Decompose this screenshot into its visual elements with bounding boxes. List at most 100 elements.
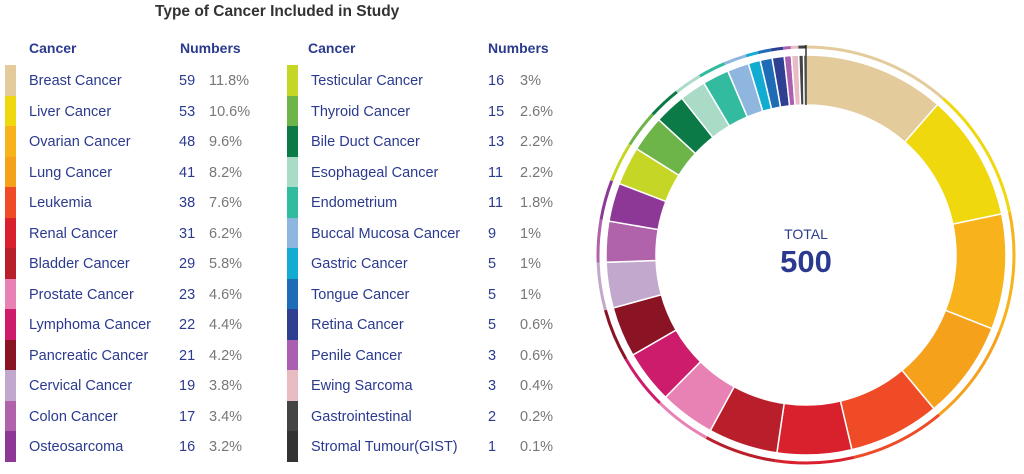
legend-swatch xyxy=(5,156,16,188)
outer-ring-segment xyxy=(757,48,771,55)
legend-percent: 0.6% xyxy=(520,317,554,333)
legend-swatch xyxy=(287,278,298,310)
legend-swatch xyxy=(287,370,298,401)
legend-percent: 3.4% xyxy=(209,408,243,425)
legend-count: 48 xyxy=(179,134,196,150)
outer-ring-segment xyxy=(599,180,614,220)
legend-name: Buccal Mucosa Cancer xyxy=(311,225,461,242)
col-header-cancer-2: Cancer xyxy=(308,40,356,56)
legend-swatch xyxy=(287,339,298,371)
legend-swatch xyxy=(287,431,298,462)
legend-percent: 5.8% xyxy=(209,256,243,272)
legend-name: Gastrointestinal xyxy=(311,408,412,425)
legend-percent: 0.2% xyxy=(520,408,554,425)
legend-swatch xyxy=(5,65,16,96)
legend-swatch xyxy=(5,248,16,279)
outer-ring-segment xyxy=(624,358,661,405)
legend-count: 38 xyxy=(179,195,196,211)
legend-name: Ovarian Cancer xyxy=(29,134,131,150)
legend-count: 16 xyxy=(488,73,505,89)
legend-swatch xyxy=(287,400,298,432)
legend-name: Colon Cancer xyxy=(29,408,118,425)
legend-count: 11 xyxy=(488,164,504,181)
legend-name: Prostate Cancer xyxy=(29,286,134,303)
legend-count: 16 xyxy=(179,439,196,455)
legend-count: 23 xyxy=(179,286,196,303)
legend-percent: 1% xyxy=(520,286,541,303)
legend-swatch xyxy=(5,126,16,157)
donut-slice xyxy=(944,213,1007,330)
legend-percent: 2.2% xyxy=(520,164,554,181)
legend-count: 5 xyxy=(488,256,497,272)
legend-name: Thyroid Cancer xyxy=(311,103,411,120)
legend-swatch xyxy=(5,431,16,462)
legend-percent: 8.2% xyxy=(209,164,243,181)
outer-ring-segment xyxy=(596,262,607,311)
legend-name: Lymphoma Cancer xyxy=(29,317,151,333)
legend-name: Ewing Sarcoma xyxy=(311,378,413,394)
legend-swatch xyxy=(287,309,298,340)
legend-percent: 1.8% xyxy=(520,195,554,211)
outer-ring-segment xyxy=(805,45,944,100)
legend-percent: 4.4% xyxy=(209,317,243,333)
legend-name: Cervical Cancer xyxy=(29,378,133,394)
legend-count: 31 xyxy=(179,225,196,242)
legend-percent: 10.6% xyxy=(209,103,251,120)
chart-title: Type of Cancer Included in Study xyxy=(155,3,400,20)
legend-count: 9 xyxy=(488,225,497,242)
col-header-numbers-1: Numbers xyxy=(180,40,241,56)
outer-ring-segment xyxy=(596,219,603,263)
outer-ring-segment xyxy=(783,46,791,50)
legend-swatch xyxy=(5,400,16,432)
legend-count: 11 xyxy=(488,195,504,211)
outer-ring-segment xyxy=(775,455,855,465)
legend-name: Bladder Cancer xyxy=(29,256,130,272)
outer-ring-segment xyxy=(724,54,747,65)
legend-percent: 1% xyxy=(520,256,541,272)
outer-ring-segment xyxy=(745,51,759,58)
legend-name: Osteosarcoma xyxy=(29,439,124,455)
legend-swatch xyxy=(5,187,16,218)
outer-ring-segment xyxy=(610,143,632,182)
legend-swatch xyxy=(5,278,16,310)
legend-count: 2 xyxy=(488,408,497,425)
legend-count: 5 xyxy=(488,317,497,333)
legend-name: Liver Cancer xyxy=(29,103,112,120)
legend-count: 15 xyxy=(488,103,505,120)
legend-name: Esophageal Cancer xyxy=(311,164,439,181)
legend-percent: 6.2% xyxy=(209,225,243,242)
legend-name: Endometrium xyxy=(311,195,398,211)
outer-ring-segment xyxy=(997,211,1016,333)
legend-percent: 0.1% xyxy=(520,439,554,455)
legend-name: Testicular Cancer xyxy=(311,73,424,89)
legend-percent: 2.6% xyxy=(520,103,554,120)
legend-name: Lung Cancer xyxy=(29,164,113,181)
legend-name: Tongue Cancer xyxy=(311,286,410,303)
legend-name: Gastric Cancer xyxy=(311,256,408,272)
col-header-numbers-2: Numbers xyxy=(488,40,549,56)
outer-ring-segment xyxy=(675,74,701,94)
legend-percent: 3.8% xyxy=(209,378,243,394)
legend-percent: 9.6% xyxy=(209,134,243,150)
legend-count: 19 xyxy=(179,378,196,394)
legend-percent: 1% xyxy=(520,225,541,242)
legend-count: 53 xyxy=(179,103,196,120)
legend-percent: 4.2% xyxy=(209,347,243,364)
legend-count: 17 xyxy=(179,408,196,425)
legend-count: 29 xyxy=(179,256,196,272)
legend-percent: 11.8% xyxy=(209,73,250,89)
outer-ring-segment xyxy=(853,413,941,459)
legend-count: 5 xyxy=(488,286,497,303)
legend-swatch xyxy=(287,126,298,157)
outer-ring-segment xyxy=(628,113,654,146)
legend-count: 22 xyxy=(179,317,196,333)
legend-swatch xyxy=(5,309,16,340)
legend-swatch xyxy=(287,187,298,218)
legend-percent: 0.6% xyxy=(520,347,554,364)
legend-count: 3 xyxy=(488,347,497,364)
total-label: TOTAL xyxy=(784,226,828,242)
legend-percent: 0.4% xyxy=(520,378,554,394)
legend-name: Renal Cancer xyxy=(29,225,118,242)
outer-ring-segment xyxy=(699,62,726,78)
